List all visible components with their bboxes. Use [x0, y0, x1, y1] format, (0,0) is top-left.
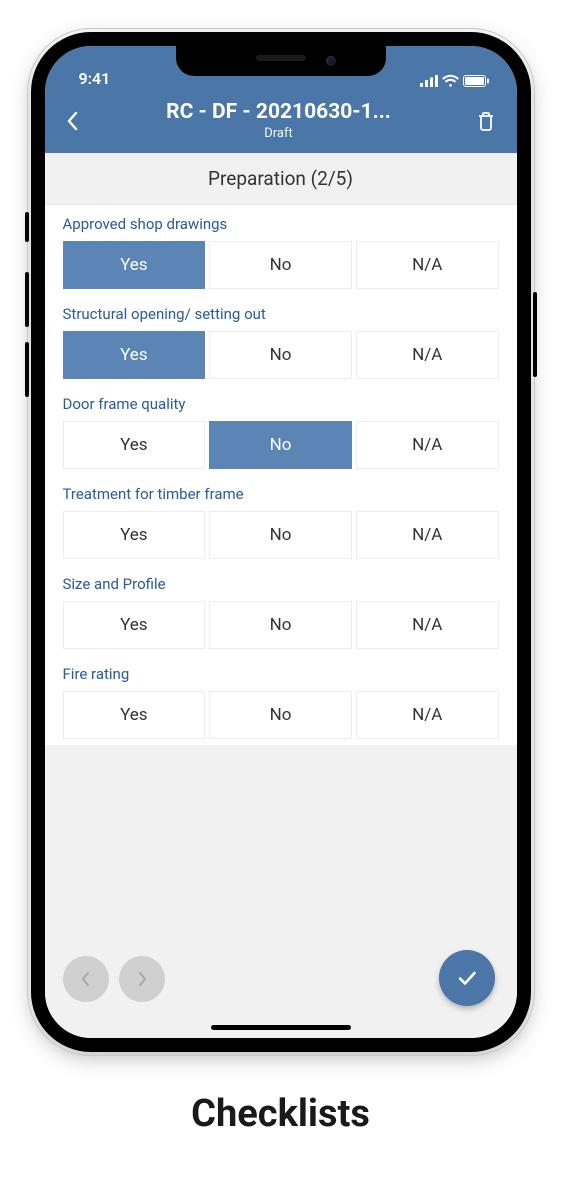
option-na[interactable]: N/A: [356, 601, 499, 649]
device-frame: 9:41 RC - DF - 20210630-1... Draft Prepa…: [31, 32, 531, 1052]
screen: 9:41 RC - DF - 20210630-1... Draft Prepa…: [45, 46, 517, 1038]
option-na[interactable]: N/A: [356, 241, 499, 289]
option-no[interactable]: No: [209, 601, 352, 649]
option-group: YesNoN/A: [63, 241, 499, 289]
option-yes[interactable]: Yes: [63, 421, 206, 469]
option-group: YesNoN/A: [63, 421, 499, 469]
volume-up-button: [25, 272, 29, 327]
option-yes[interactable]: Yes: [63, 331, 206, 379]
question: Size and Profile YesNoN/A: [45, 565, 517, 655]
question-label: Approved shop drawings: [63, 215, 499, 233]
next-page-button[interactable]: [119, 956, 165, 1002]
chevron-right-icon: [137, 971, 147, 987]
battery-icon: [463, 74, 489, 88]
question: Door frame quality YesNoN/A: [45, 385, 517, 475]
check-icon: [455, 966, 479, 990]
prev-page-button[interactable]: [63, 956, 109, 1002]
option-yes[interactable]: Yes: [63, 241, 206, 289]
question-label: Treatment for timber frame: [63, 485, 499, 503]
notch: [176, 46, 386, 76]
option-na[interactable]: N/A: [356, 691, 499, 739]
questions-list: Approved shop drawingsYesNoN/AStructural…: [45, 205, 517, 745]
option-group: YesNoN/A: [63, 691, 499, 739]
question-label: Structural opening/ setting out: [63, 305, 499, 323]
question-label: Door frame quality: [63, 395, 499, 413]
chevron-left-icon: [81, 971, 91, 987]
option-group: YesNoN/A: [63, 601, 499, 649]
option-no[interactable]: No: [209, 511, 352, 559]
chevron-left-icon: [66, 111, 78, 131]
delete-button[interactable]: [473, 111, 499, 131]
option-na[interactable]: N/A: [356, 511, 499, 559]
option-group: YesNoN/A: [63, 331, 499, 379]
question: Approved shop drawings YesNoN/A: [45, 205, 517, 295]
page-subtitle: Draft: [85, 126, 473, 141]
section-header: Preparation (2/5): [45, 153, 517, 205]
option-yes[interactable]: Yes: [63, 691, 206, 739]
status-time: 9:41: [79, 69, 111, 88]
volume-down-button: [25, 342, 29, 397]
page-title: RC - DF - 20210630-1...: [85, 100, 473, 124]
app-header: RC - DF - 20210630-1... Draft: [45, 92, 517, 153]
confirm-button[interactable]: [439, 950, 495, 1006]
caption: Checklists: [191, 1092, 370, 1136]
option-yes[interactable]: Yes: [63, 601, 206, 649]
question-label: Fire rating: [63, 665, 499, 683]
question-label: Size and Profile: [63, 575, 499, 593]
option-na[interactable]: N/A: [356, 421, 499, 469]
header-title-block: RC - DF - 20210630-1... Draft: [85, 100, 473, 141]
option-group: YesNoN/A: [63, 511, 499, 559]
footer-area: [45, 745, 517, 1038]
trash-icon: [477, 111, 495, 131]
option-no[interactable]: No: [209, 691, 352, 739]
option-no[interactable]: No: [209, 421, 352, 469]
question: Structural opening/ setting out YesNoN/A: [45, 295, 517, 385]
option-no[interactable]: No: [209, 241, 352, 289]
mute-switch: [25, 212, 29, 242]
option-yes[interactable]: Yes: [63, 511, 206, 559]
wifi-icon: [442, 74, 459, 88]
home-indicator: [211, 1025, 351, 1030]
option-no[interactable]: No: [209, 331, 352, 379]
power-button: [533, 292, 537, 377]
question: Treatment for timber frame YesNoN/A: [45, 475, 517, 565]
cellular-icon: [420, 74, 438, 88]
option-na[interactable]: N/A: [356, 331, 499, 379]
status-indicators: [420, 74, 489, 88]
back-button[interactable]: [59, 111, 85, 131]
question: Fire rating YesNoN/A: [45, 655, 517, 745]
